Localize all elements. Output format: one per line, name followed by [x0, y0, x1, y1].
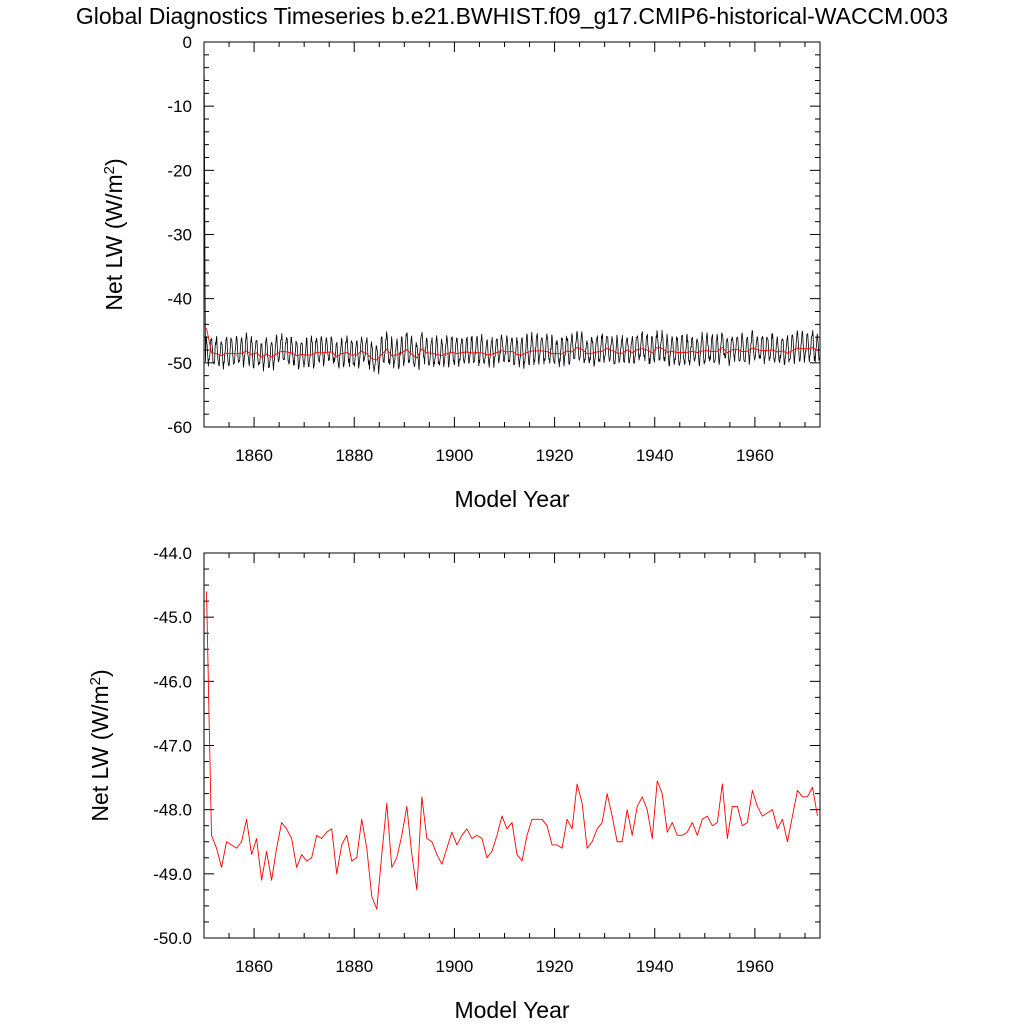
- y-tick-label: -40: [167, 290, 192, 309]
- x-tick-label: 1960: [736, 957, 774, 976]
- y-tick-label: 0: [183, 33, 192, 52]
- monthly-series-line: [203, 74, 821, 375]
- annual-series-line: [206, 328, 818, 361]
- x-tick-label: 1860: [235, 446, 273, 465]
- x-tick-label: 1960: [736, 446, 774, 465]
- x-tick-label: 1920: [536, 957, 574, 976]
- y-tick-label: -46.0: [153, 672, 192, 691]
- y-tick-label: -48.0: [153, 801, 192, 820]
- x-tick-label: 1880: [335, 446, 373, 465]
- x-tick-label: 1880: [335, 957, 373, 976]
- y-tick-label: -60: [167, 418, 192, 437]
- y-tick-label: -20: [167, 161, 192, 180]
- x-tick-label: 1900: [435, 446, 473, 465]
- y-tick-label: -50.0: [153, 929, 192, 948]
- y-tick-label: -10: [167, 97, 192, 116]
- x-axis-label: Model Year: [454, 486, 569, 512]
- y-axis-label: Net LW (W/m2): [87, 669, 114, 821]
- y-tick-label: -49.0: [153, 865, 192, 884]
- y-tick-label: -44.0: [153, 544, 192, 563]
- y-axis-label: Net LW (W/m2): [101, 158, 128, 310]
- y-tick-label: -45.0: [153, 608, 192, 627]
- y-tick-label: -50: [167, 354, 192, 373]
- bottom-panel: 1860 1880 1900 1920 1940 1960 -44.0 -45.0 -46.0 -…: [87, 544, 821, 1023]
- x-tick-label: 1900: [435, 957, 473, 976]
- x-tick-label: 1920: [536, 446, 574, 465]
- x-axis-label: Model Year: [454, 997, 569, 1023]
- x-tick-label: 1940: [636, 446, 674, 465]
- plot-frame: [203, 41, 821, 428]
- top-panel: 1860 1880 1900 1920 1940 1960 0 -10 -20 -30 -40 -50…: [101, 33, 821, 512]
- y-tick-label: -47.0: [153, 737, 192, 756]
- x-tick-label: 1860: [235, 957, 273, 976]
- page-title: Global Diagnostics Timeseries b.e21.BWHI…: [75, 3, 949, 29]
- annual-series-line-zoom: [206, 591, 818, 910]
- x-tick-label: 1940: [636, 957, 674, 976]
- y-tick-label: -30: [167, 226, 192, 245]
- plot-frame: [203, 552, 821, 939]
